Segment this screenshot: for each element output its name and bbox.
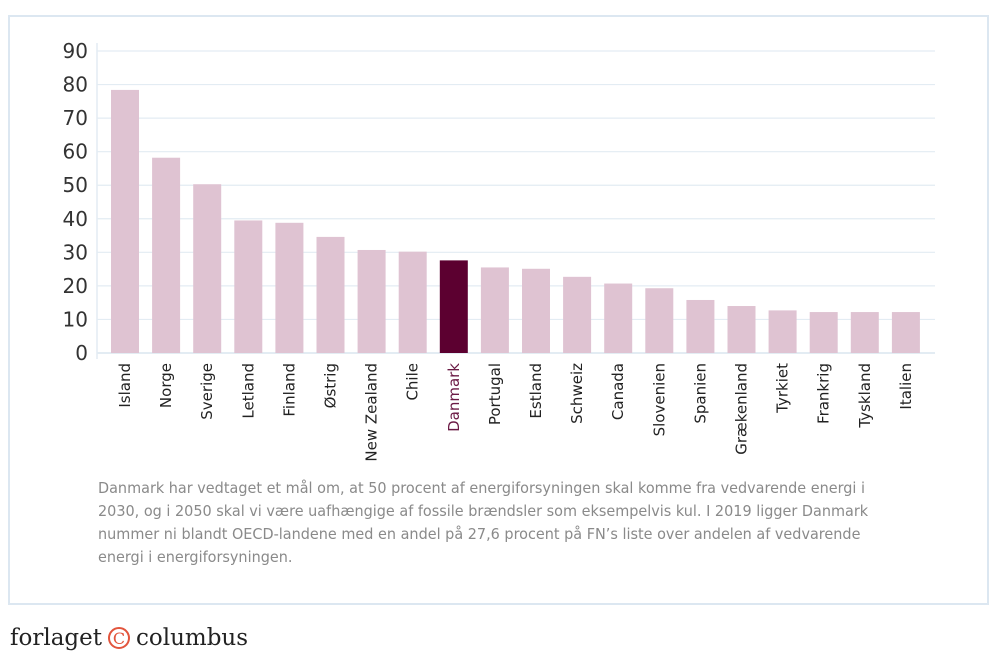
- bar-island: [111, 89, 139, 354]
- x-tick-label: Finland: [280, 363, 298, 417]
- y-tick-label: 20: [63, 274, 88, 298]
- bar-italien: [891, 312, 920, 353]
- bar-estland: [522, 268, 550, 353]
- y-tick-label: 80: [63, 73, 88, 97]
- bar-spanien: [686, 299, 715, 353]
- x-tick-label: Norge: [157, 363, 175, 408]
- y-tick-label: 0: [75, 341, 88, 365]
- bar-portugal: [480, 267, 509, 353]
- logo-text-left: forlaget: [10, 625, 102, 651]
- bar-sverige: [193, 184, 222, 353]
- y-tick-label: 60: [63, 140, 88, 164]
- x-tick-label: Grækenland: [733, 363, 751, 455]
- x-tick-label: Danmark: [445, 363, 463, 432]
- bar-letland: [234, 220, 263, 353]
- bar-schweiz: [563, 276, 592, 353]
- bar-grækenland: [727, 306, 756, 353]
- x-tick-label: Frankrig: [815, 363, 833, 424]
- y-tick-label: 70: [63, 106, 88, 130]
- x-tick-label: New Zealand: [363, 363, 381, 462]
- y-tick-label: 30: [63, 240, 88, 264]
- x-tick-label: Estland: [527, 363, 545, 419]
- bar-frankrig: [809, 312, 838, 353]
- y-tick-label: 10: [63, 307, 88, 331]
- bar-canada: [604, 283, 633, 353]
- bar-tyskland: [850, 312, 879, 353]
- x-tick-label: Canada: [609, 363, 627, 420]
- x-tick-label: Østrig: [322, 363, 340, 408]
- bar-norge: [152, 157, 181, 353]
- bar-danmark: [439, 260, 468, 353]
- chart-frame: [8, 15, 989, 605]
- x-tick-label: Tyrkiet: [774, 363, 792, 414]
- x-tick-label: Sverige: [198, 363, 216, 420]
- y-tick-label: 90: [63, 39, 88, 63]
- bar-chile: [398, 251, 427, 353]
- x-tick-label: Italien: [897, 363, 915, 410]
- x-tick-label: Slovenien: [650, 363, 668, 436]
- bar-slovenien: [645, 288, 674, 353]
- x-tick-label: Letland: [239, 363, 257, 419]
- x-tick-label: Chile: [404, 363, 422, 401]
- bar-østrig: [316, 236, 345, 353]
- x-tick-label: Tyskland: [856, 363, 874, 429]
- bar-chart: 0 10 20 30 40 50 60 70 80 90 Island Norge Sverige Let…: [63, 39, 935, 462]
- x-tick-label: Portugal: [486, 363, 504, 425]
- bar-finland: [275, 222, 304, 353]
- y-tick-label: 40: [63, 207, 88, 231]
- logo-text-right: columbus: [136, 625, 249, 651]
- x-tick-label: Schweiz: [568, 363, 586, 424]
- x-tick-label: Island: [116, 363, 134, 408]
- chart-caption: Danmark har vedtaget et mål om, at 50 pr…: [98, 479, 869, 566]
- bar-new-zealand: [357, 249, 386, 353]
- publisher-logo: forlaget C columbus: [10, 625, 248, 651]
- x-tick-label: Spanien: [691, 363, 709, 424]
- bar-tyrkiet: [768, 310, 797, 353]
- copyright-mark-icon: C: [108, 627, 130, 649]
- y-tick-label: 50: [63, 173, 88, 197]
